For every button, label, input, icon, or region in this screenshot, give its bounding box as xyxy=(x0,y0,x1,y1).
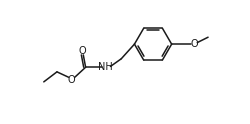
Text: NH: NH xyxy=(98,62,113,72)
Text: O: O xyxy=(68,75,75,85)
Text: O: O xyxy=(190,39,197,49)
Text: O: O xyxy=(78,46,86,56)
